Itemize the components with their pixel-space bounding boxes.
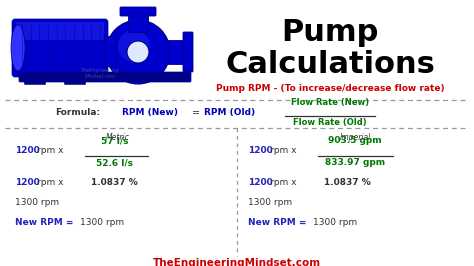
Text: 1200: 1200 xyxy=(248,146,273,155)
Text: Pump RPM - (To increase/decrease flow rate): Pump RPM - (To increase/decrease flow ra… xyxy=(216,84,444,93)
Circle shape xyxy=(118,30,150,62)
Text: 57 l/s: 57 l/s xyxy=(101,136,129,145)
FancyBboxPatch shape xyxy=(183,32,193,72)
Text: rpm x: rpm x xyxy=(270,146,297,155)
FancyBboxPatch shape xyxy=(12,19,108,77)
Text: RPM (New): RPM (New) xyxy=(122,108,178,117)
Text: Metric: Metric xyxy=(106,133,130,142)
Text: Pump: Pump xyxy=(281,18,379,47)
Text: =: = xyxy=(192,108,200,118)
Text: New RPM =: New RPM = xyxy=(248,218,310,227)
Text: New RPM =: New RPM = xyxy=(15,218,77,227)
Text: 1300 rpm: 1300 rpm xyxy=(15,198,59,207)
Text: 833.97 gpm: 833.97 gpm xyxy=(325,158,385,167)
FancyBboxPatch shape xyxy=(64,77,85,85)
Text: 1200: 1200 xyxy=(248,178,273,187)
Text: 1300 rpm: 1300 rpm xyxy=(313,218,357,227)
Text: Imperial: Imperial xyxy=(339,133,371,142)
Text: TheEngineering
Mindset.com: TheEngineering Mindset.com xyxy=(81,68,119,79)
Text: Calculations: Calculations xyxy=(225,50,435,79)
Text: 1300 rpm: 1300 rpm xyxy=(248,198,292,207)
Text: Flow Rate (New): Flow Rate (New) xyxy=(291,98,369,107)
Text: rpm x: rpm x xyxy=(37,178,64,187)
FancyBboxPatch shape xyxy=(104,36,116,66)
Text: Formula:: Formula: xyxy=(55,108,100,117)
Text: TheEngineeringMindset.com: TheEngineeringMindset.com xyxy=(153,258,321,266)
Ellipse shape xyxy=(11,25,25,71)
Circle shape xyxy=(127,41,149,63)
Text: 1200: 1200 xyxy=(15,178,40,187)
FancyBboxPatch shape xyxy=(128,10,148,32)
Text: 1.0837 %: 1.0837 % xyxy=(91,178,138,187)
FancyBboxPatch shape xyxy=(19,72,191,82)
Text: rpm x: rpm x xyxy=(270,178,297,187)
Text: 903.5 gpm: 903.5 gpm xyxy=(328,136,382,145)
FancyBboxPatch shape xyxy=(25,77,46,85)
Circle shape xyxy=(106,20,170,84)
Text: 1.0837 %: 1.0837 % xyxy=(324,178,371,187)
Text: RPM (Old): RPM (Old) xyxy=(204,108,255,117)
FancyBboxPatch shape xyxy=(16,22,104,40)
FancyBboxPatch shape xyxy=(120,7,156,16)
Text: Flow Rate (Old): Flow Rate (Old) xyxy=(293,118,367,127)
Text: 52.6 l/s: 52.6 l/s xyxy=(97,158,134,167)
Text: rpm x: rpm x xyxy=(37,146,64,155)
Text: 1300 rpm: 1300 rpm xyxy=(80,218,124,227)
FancyBboxPatch shape xyxy=(168,40,186,64)
Text: 1200: 1200 xyxy=(15,146,40,155)
